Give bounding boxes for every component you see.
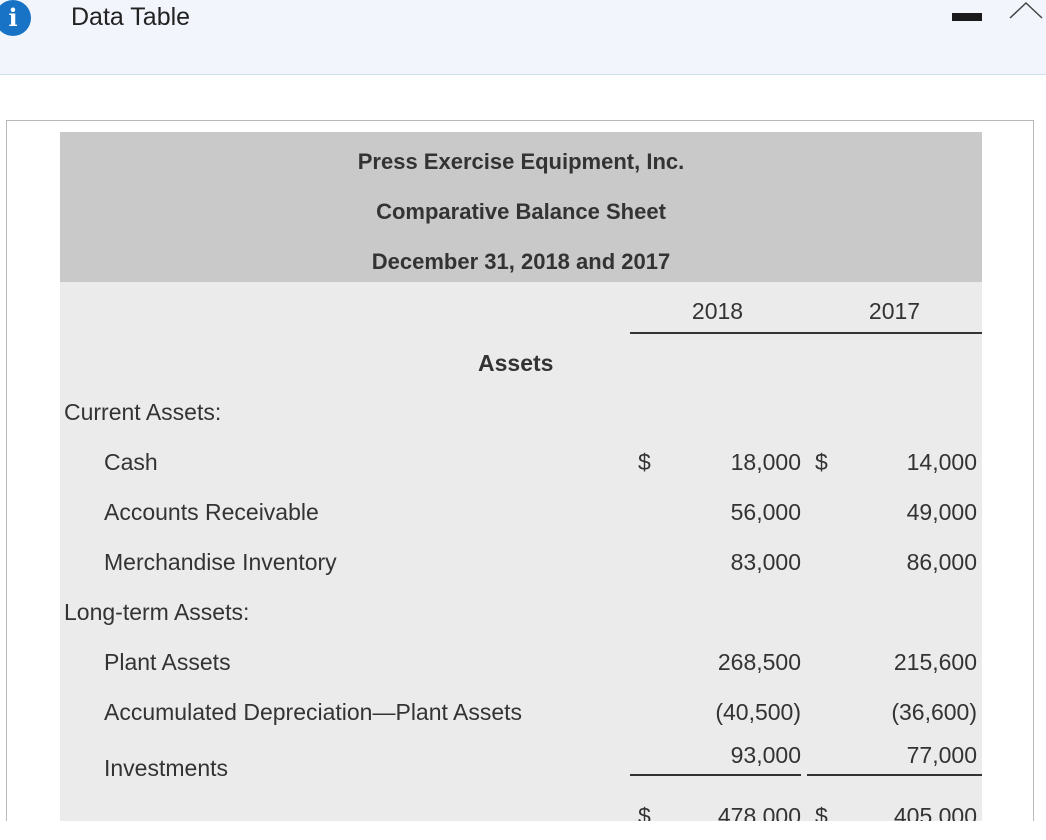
row-label-plant-assets: Plant Assets [104,649,231,675]
currency-sign: $ [815,803,828,821]
currency-sign: $ [638,803,651,821]
plant-assets-2018: 268,500 [717,649,801,675]
statement-title: Comparative Balance Sheet [376,199,666,224]
data-table-panel: Press Exercise Equipment, Inc. Comparati… [6,120,1034,821]
merchandise-inventory-2018: 83,000 [730,549,801,575]
minimize-button[interactable] [948,7,986,29]
assets-heading: Assets [478,350,554,376]
statement-header: Press Exercise Equipment, Inc. Comparati… [60,132,982,282]
row-label-merchandise-inventory: Merchandise Inventory [104,549,337,575]
cash-2017: 14,000 [906,449,977,475]
column-header-underline [630,332,982,334]
statement-date: December 31, 2018 and 2017 [371,249,671,274]
merchandise-inventory-2017: 86,000 [906,549,977,575]
company-name: Press Exercise Equipment, Inc. [357,149,685,174]
column-header-2017: 2017 [868,298,921,324]
total-assets-2018: 478,000 [717,803,801,821]
currency-sign: $ [638,449,651,475]
column-header-2018: 2018 [691,298,744,324]
accumulated-depreciation-2017: (36,600) [891,699,977,725]
row-label-investments: Investments [104,755,228,781]
current-assets-label: Current Assets: [64,399,222,425]
row-label-accumulated-depreciation: Accumulated Depreciation—Plant Assets [104,699,523,725]
dialog-title-bar: i Data Table [0,0,1046,75]
minimize-icon [952,13,982,21]
total-assets-2017: 405,000 [893,803,977,821]
collapse-button[interactable] [1006,0,1046,22]
accounts-receivable-2018: 56,000 [730,499,801,525]
investments-2018: 93,000 [730,742,801,768]
long-term-assets-label: Long-term Assets: [64,599,250,625]
accounts-receivable-2017: 49,000 [906,499,977,525]
plant-assets-2017: 215,600 [893,649,977,675]
subtotal-rule-2017 [807,774,982,776]
info-icon: i [0,0,31,36]
row-label-cash: Cash [104,449,158,475]
row-label-accounts-receivable: Accounts Receivable [104,499,319,525]
balance-sheet-table: Press Exercise Equipment, Inc. Comparati… [60,132,982,821]
chevron-up-icon [1009,1,1043,19]
dialog-title: Data Table [71,3,191,31]
investments-2017: 77,000 [906,742,977,768]
cash-2018: 18,000 [730,449,801,475]
subtotal-rule-2018 [630,774,801,776]
accumulated-depreciation-2018: (40,500) [715,699,801,725]
currency-sign: $ [815,449,828,475]
